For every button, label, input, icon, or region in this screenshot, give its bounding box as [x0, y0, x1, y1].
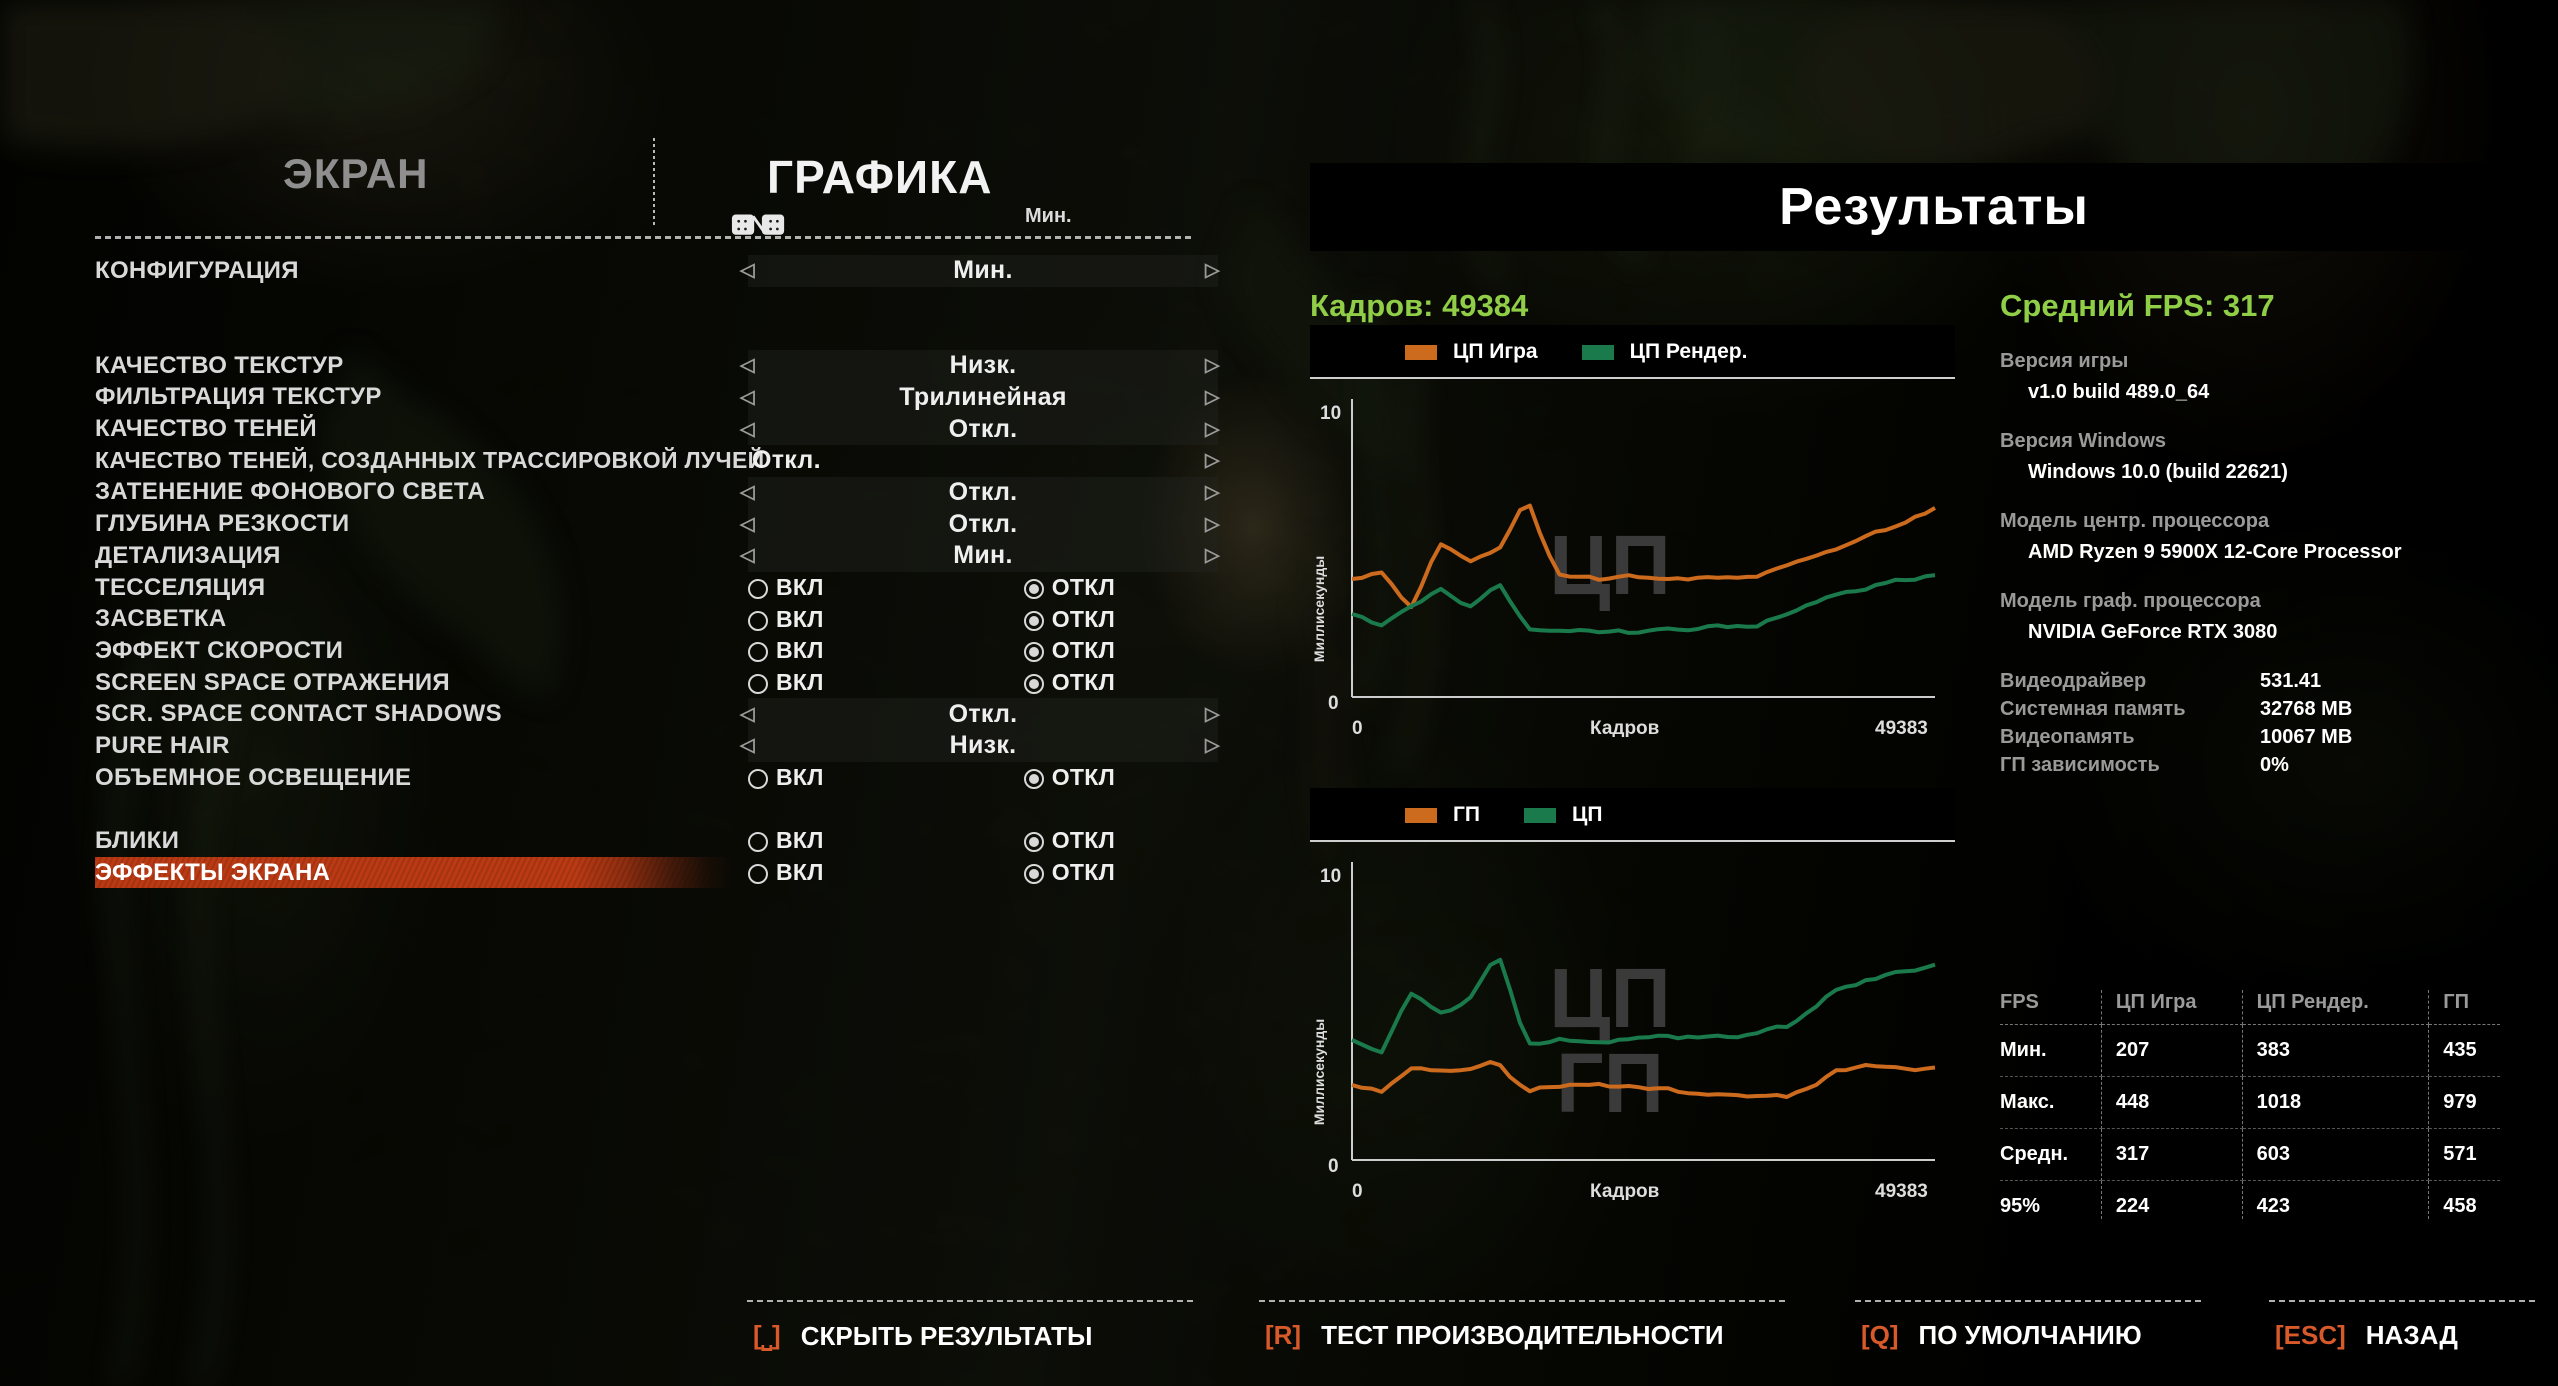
svg-text:0: 0: [1328, 693, 1339, 714]
svg-text:10: 10: [1320, 866, 1341, 887]
svg-text:49383: 49383: [1875, 1181, 1928, 1200]
svg-text:Миллисекунды: Миллисекунды: [1311, 1019, 1327, 1125]
svg-text:ЦП: ЦП: [1549, 518, 1671, 612]
svg-text:0: 0: [1352, 718, 1363, 737]
svg-text:Кадров: Кадров: [1590, 1181, 1659, 1200]
svg-text:49383: 49383: [1875, 718, 1928, 737]
svg-text:Миллисекунды: Миллисекунды: [1311, 556, 1327, 662]
svg-text:ЦП: ЦП: [1549, 951, 1671, 1045]
svg-text:Кадров: Кадров: [1590, 718, 1659, 737]
svg-text:0: 0: [1328, 1156, 1339, 1177]
svg-text:0: 0: [1352, 1181, 1363, 1200]
svg-text:10: 10: [1320, 403, 1341, 424]
